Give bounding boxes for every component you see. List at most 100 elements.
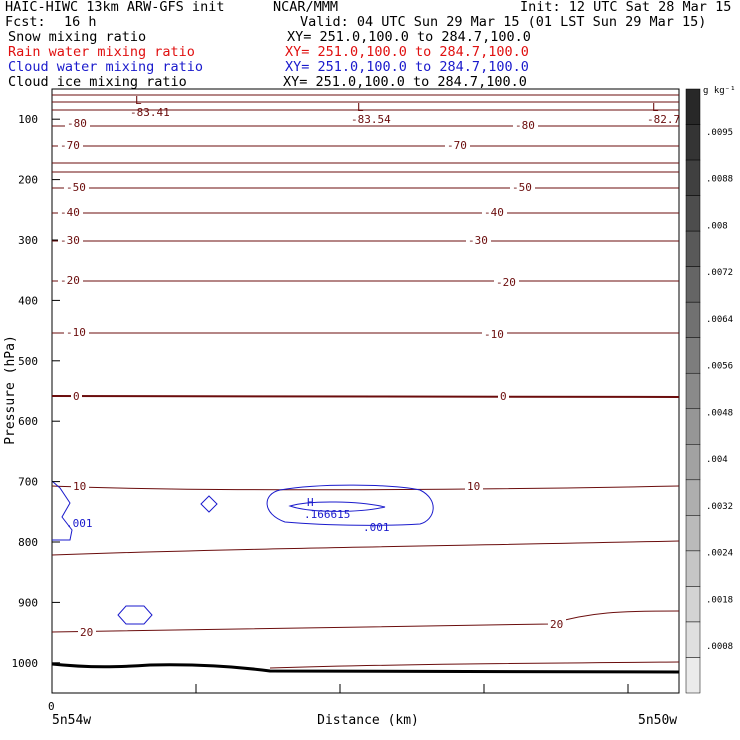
field-snow-xy: XY= 251.0,100.0 to 284.7,100.0	[287, 29, 531, 45]
y-tick-label: 1000	[12, 657, 39, 670]
terrain-line	[51, 662, 680, 674]
isotherm-label: -80	[67, 117, 87, 130]
isotherm-label-bg	[482, 329, 507, 340]
colorbar-swatch	[685, 515, 701, 552]
isotherm-label-bg	[513, 120, 538, 131]
isotherm-label-bg	[445, 140, 470, 151]
isotherm-label-bg	[58, 235, 83, 246]
isotherm-label: 10	[467, 480, 480, 493]
isotherm-label-bg	[494, 277, 519, 288]
y-tick-label: 700	[18, 476, 38, 489]
plot-frame	[51, 88, 680, 694]
isotherm-label: -30	[60, 234, 80, 247]
fcst-label: Fcst:	[5, 14, 46, 30]
temperature-minima: L -83.41 L -83.54 L -82.7	[130, 94, 680, 126]
colorbar-swatch	[685, 444, 701, 481]
isotherm-label-bg	[58, 140, 83, 151]
isotherm-label-bg	[58, 275, 83, 286]
isotherm-label: 20	[550, 618, 563, 631]
isotherm-lines	[51, 94, 680, 669]
isotherm-label-bg	[466, 235, 491, 246]
isotherm-label-bg	[548, 619, 566, 630]
isotherm-label-bg	[65, 118, 90, 129]
isotherm-label: -70	[60, 139, 80, 152]
cloud-water-contours	[51, 480, 434, 625]
isotherm-label-bg	[71, 481, 89, 492]
org-label: NCAR/MMM	[273, 0, 339, 15]
x-axis-label: Distance (km)	[317, 713, 419, 728]
cloud-water-max-marker: H	[307, 496, 314, 509]
colorbar-swatch	[685, 266, 701, 303]
y-tick-label: 600	[18, 415, 38, 428]
colorbar-swatch	[685, 621, 701, 658]
field-rain-name: Rain water mixing ratio	[8, 44, 195, 60]
cloud-water-max-value: .166615	[304, 508, 350, 521]
isotherm-label: 0	[73, 390, 80, 403]
colorbar-swatch	[685, 301, 701, 338]
isotherm-label: -40	[484, 206, 504, 219]
colorbar-label: .0008	[706, 642, 733, 652]
isotherm-label: -30	[468, 234, 488, 247]
colorbar-swatch	[685, 195, 701, 232]
isotherm-label: -50	[512, 181, 532, 194]
isotherm-label-bg	[498, 391, 509, 402]
colorbar-swatch	[685, 230, 701, 267]
isotherm-label-bg	[58, 207, 83, 218]
min-value-label: -83.54	[351, 113, 391, 126]
isotherm-label: 20	[80, 626, 93, 639]
field-snow-name: Snow mixing ratio	[8, 29, 147, 45]
colorbar-label: .0018	[706, 595, 733, 605]
init-time: Init: 12 UTC Sat 28 Mar 15	[520, 0, 732, 15]
isotherm-label-bg	[71, 391, 82, 402]
colorbar-swatch	[685, 337, 701, 374]
isotherm-label: -70	[447, 139, 467, 152]
y-tick-label: 200	[18, 174, 38, 187]
min-value-label: -82.7	[647, 113, 680, 126]
colorbar-label: .004	[706, 455, 728, 465]
min-marker: L	[357, 101, 364, 114]
field-cloudice-xy: XY= 251.0,100.0 to 284.7,100.0	[283, 74, 527, 90]
y-tick-label: 400	[18, 294, 38, 307]
cloud-water-labels: H .166615 .001 .001	[66, 496, 390, 534]
y-axis: 100 200 300 400 500 600 700 800 900 1000	[12, 113, 60, 670]
colorbar-swatch	[685, 124, 701, 161]
isotherm-label: 10	[73, 480, 86, 493]
isotherm-label-bg	[482, 207, 507, 218]
colorbar-swatch	[685, 550, 701, 587]
y-tick-label: 500	[18, 355, 38, 368]
y-tick-label: 100	[18, 113, 38, 126]
isotherm-label: -10	[484, 328, 504, 341]
field-cloudice-name: Cloud ice mixing ratio	[8, 74, 187, 90]
y-tick-label: 300	[18, 234, 38, 247]
isotherm-label: -40	[60, 206, 80, 219]
isotherm-label: 0	[500, 390, 507, 403]
colorbar-label: .0032	[706, 502, 733, 512]
field-cloudwater-name: Cloud water mixing ratio	[8, 59, 204, 75]
colorbar-unit: g kg⁻¹	[703, 86, 736, 96]
min-marker: L	[652, 101, 659, 114]
isotherm-label-bg	[465, 481, 483, 492]
colorbar-swatch	[685, 408, 701, 445]
isotherm-label: -20	[496, 276, 516, 289]
colorbar-label: .008	[706, 221, 728, 231]
x-right-label: 5n50w	[638, 713, 677, 728]
model-title: HAIC-HIWC 13km ARW-GFS init	[5, 0, 225, 15]
colorbar-label: .0056	[706, 362, 733, 372]
min-marker: L	[135, 94, 142, 107]
isotherm-label-bg	[64, 182, 89, 193]
field-rain-xy: XY= 251.0,100.0 to 284.7,100.0	[285, 44, 529, 60]
x-left-label: 5n54w	[52, 713, 91, 728]
y-tick-label: 800	[18, 536, 38, 549]
isotherm-label-bg	[64, 327, 89, 338]
colorbar-swatch	[685, 159, 701, 196]
valid-time: Valid: 04 UTC Sun 29 Mar 15 (01 LST Sun …	[300, 14, 707, 30]
isotherm-label-bg	[78, 627, 96, 638]
isotherm-label: -10	[66, 326, 86, 339]
colorbar-label: .0064	[706, 315, 733, 325]
colorbar-swatch	[685, 372, 701, 410]
y-tick-label: 900	[18, 596, 38, 609]
x-axis-ticks	[51, 684, 629, 693]
colorbar-label: .0048	[706, 408, 733, 418]
colorbar-label: .0024	[706, 549, 733, 559]
